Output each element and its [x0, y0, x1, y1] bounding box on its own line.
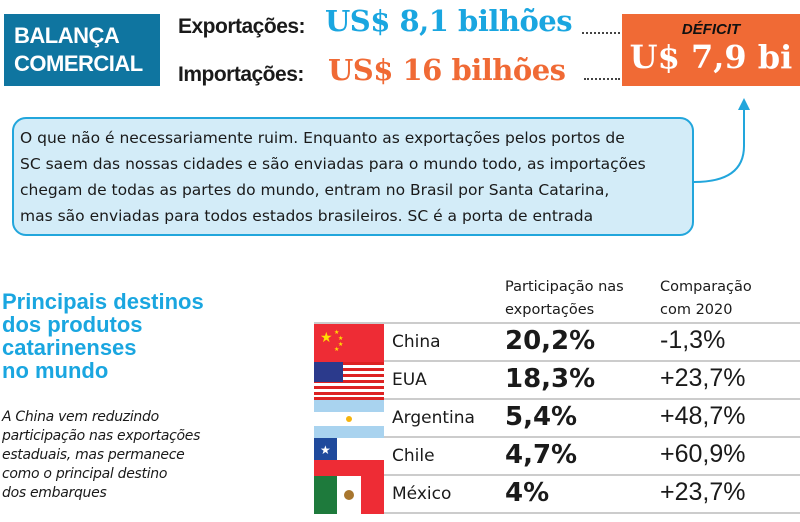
- svg-text:★: ★: [338, 341, 343, 348]
- heading-line: catarinenses: [2, 335, 137, 360]
- country-name: Chile: [392, 446, 435, 466]
- header-line: Comparação: [660, 279, 752, 295]
- chile-flag-icon: ★: [314, 438, 384, 476]
- comparison-value: +48,7%: [660, 402, 746, 430]
- description-line: dos embarques: [2, 485, 107, 501]
- section-heading: Principais destinos dos produtos catarin…: [2, 290, 242, 382]
- header-line: com 2020: [660, 302, 733, 318]
- header-line: Participação nas: [505, 279, 624, 295]
- note-line: chegam de todas as partes do mundo, entr…: [20, 181, 610, 199]
- comparison-value: +23,7%: [660, 364, 746, 392]
- exports-label: Exportações:: [178, 15, 306, 38]
- table-row: Argentina 5,4% +48,7%: [314, 400, 800, 438]
- country-name: EUA: [392, 370, 427, 390]
- heading-line: no mundo: [2, 358, 109, 383]
- country-name: Argentina: [392, 408, 475, 428]
- section-description: A China vem reduzindo participação nas e…: [2, 408, 242, 503]
- description-line: estaduais, mas permanece: [2, 447, 185, 463]
- argentina-flag-icon: [314, 400, 384, 438]
- imports-leader: [584, 78, 620, 80]
- title-box: BALANÇA COMERCIAL: [4, 14, 160, 86]
- deficit-value: U$ 7,9 bi: [629, 38, 793, 76]
- deficit-label: DÉFICIT: [681, 21, 741, 38]
- share-value: 18,3%: [505, 364, 596, 394]
- deficit-box: DÉFICIT U$ 7,9 bi: [622, 14, 800, 86]
- table-row: México 4% +23,7%: [314, 476, 800, 514]
- description-line: participação nas exportações: [2, 428, 201, 444]
- heading-line: dos produtos: [2, 312, 143, 337]
- svg-text:★: ★: [334, 329, 339, 336]
- svg-text:★: ★: [320, 330, 333, 346]
- header-share: Participação nas exportações: [505, 276, 624, 322]
- exports-value: US$ 8,1 bilhões: [325, 4, 573, 38]
- arrow-up-icon: [738, 98, 750, 110]
- title-line: BALANÇA: [14, 23, 120, 48]
- imports-value: US$ 16 bilhões: [328, 53, 566, 87]
- share-value: 5,4%: [505, 402, 578, 432]
- mexico-flag-icon: [314, 476, 384, 514]
- note-bubble: O que não é necessariamente ruim. Enquan…: [12, 117, 694, 236]
- country-name: China: [392, 332, 441, 352]
- exports-leader: [582, 32, 620, 34]
- note-line: SC saem das nossas cidades e são enviada…: [20, 155, 646, 173]
- header-line: exportações: [505, 302, 595, 318]
- arrow-connector: [693, 98, 750, 183]
- note-line: O que não é necessariamente ruim. Enquan…: [20, 129, 625, 147]
- comparison-value: +60,9%: [660, 440, 746, 468]
- comparison-value: -1,3%: [660, 326, 726, 354]
- table-row: ★ Chile 4,7% +60,9%: [314, 438, 800, 476]
- imports-label: Importações:: [178, 63, 304, 86]
- table-row: ★ ★ ★ ★ ★ China 20,2% -1,3%: [314, 324, 800, 362]
- description-line: A China vem reduzindo: [2, 409, 159, 425]
- table-top-rule: [314, 322, 800, 324]
- svg-text:★: ★: [338, 335, 343, 342]
- usa-flag-icon: [314, 362, 384, 400]
- share-value: 20,2%: [505, 326, 596, 356]
- description-line: como o principal destino: [2, 466, 168, 482]
- china-flag-icon: ★ ★ ★ ★ ★: [314, 324, 384, 362]
- svg-text:★: ★: [334, 346, 339, 353]
- table-row: EUA 18,3% +23,7%: [314, 362, 800, 400]
- country-name: México: [392, 484, 452, 504]
- comparison-value: +23,7%: [660, 478, 746, 506]
- svg-text:★: ★: [320, 443, 331, 457]
- share-value: 4%: [505, 478, 550, 508]
- header-comparison: Comparação com 2020: [660, 276, 752, 322]
- note-line: mas são enviadas para todos estados bras…: [20, 207, 594, 225]
- heading-line: Principais destinos: [2, 289, 204, 314]
- share-value: 4,7%: [505, 440, 578, 470]
- title-line: COMERCIAL: [14, 51, 143, 76]
